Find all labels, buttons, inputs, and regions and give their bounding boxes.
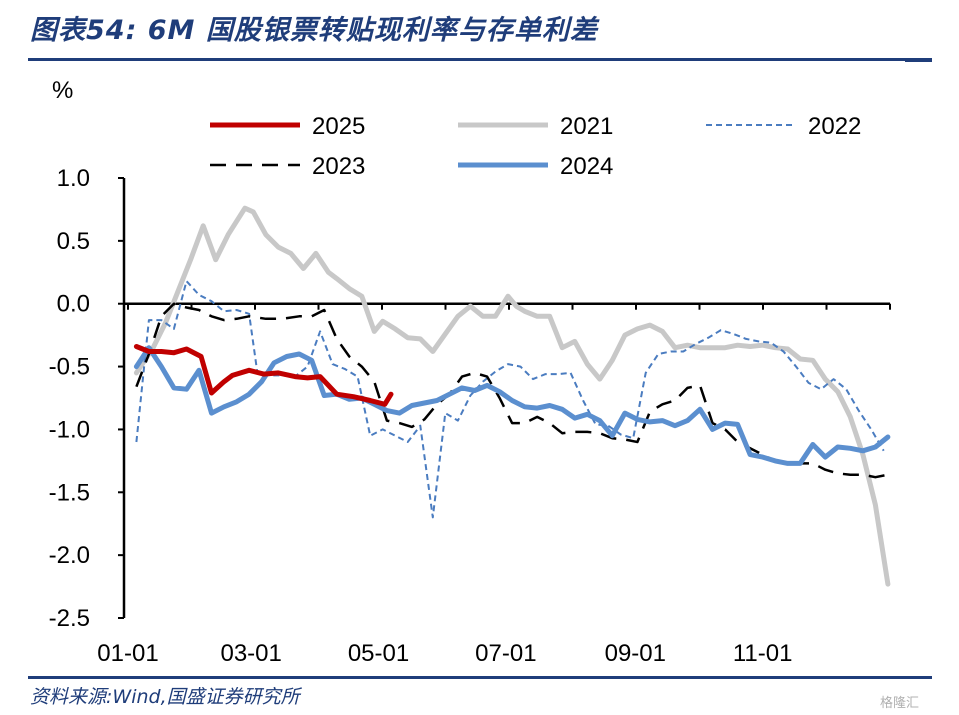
series-line-2025	[133, 344, 394, 407]
series-lines	[133, 205, 891, 587]
series-line-2021	[133, 205, 891, 587]
chart-title: 图表54: 6M 国股银票转贴现利率与存单利差	[30, 15, 598, 46]
y-tick-label: 0.5	[57, 228, 90, 255]
header-rule-accent	[905, 58, 932, 62]
axes: % 1.0 0.5 0.0 -0.5 -1.0 -1.5 -2.0 -2.5 01-01 03-01…	[49, 77, 891, 667]
series-line-2024	[133, 345, 891, 466]
y-tick-label: -2.5	[49, 605, 90, 632]
y-tick-label: 0.0	[57, 291, 90, 318]
legend-label-2025: 2025	[312, 113, 365, 140]
x-tick-label: 03-01	[220, 640, 281, 667]
legend: 2025 2021 2022 2023 2024	[210, 113, 861, 180]
y-axis-unit-label: %	[52, 77, 73, 104]
source-note: 资料来源:Wind,国盛证券研究所	[30, 686, 300, 708]
footer-rule	[28, 676, 932, 679]
x-tick-label: 09-01	[605, 640, 666, 667]
x-tick-label: 05-01	[348, 640, 409, 667]
y-tick-label: -0.5	[49, 354, 90, 381]
legend-label-2022: 2022	[808, 113, 861, 140]
legend-label-2024: 2024	[560, 153, 613, 180]
y-tick-label: -1.0	[49, 416, 90, 443]
y-tick-label: -1.5	[49, 479, 90, 506]
series-line-2023	[135, 302, 889, 479]
watermark: 格隆汇	[880, 696, 920, 711]
x-tick-label: 01-01	[97, 640, 158, 667]
x-tick-label: 11-01	[733, 640, 793, 667]
y-tick-label: -2.0	[49, 542, 90, 569]
x-tick-label: 07-01	[475, 640, 536, 667]
legend-label-2021: 2021	[560, 113, 613, 140]
header-rule	[28, 58, 932, 61]
y-tick-label: 1.0	[57, 165, 90, 192]
legend-label-2023: 2023	[312, 153, 365, 180]
